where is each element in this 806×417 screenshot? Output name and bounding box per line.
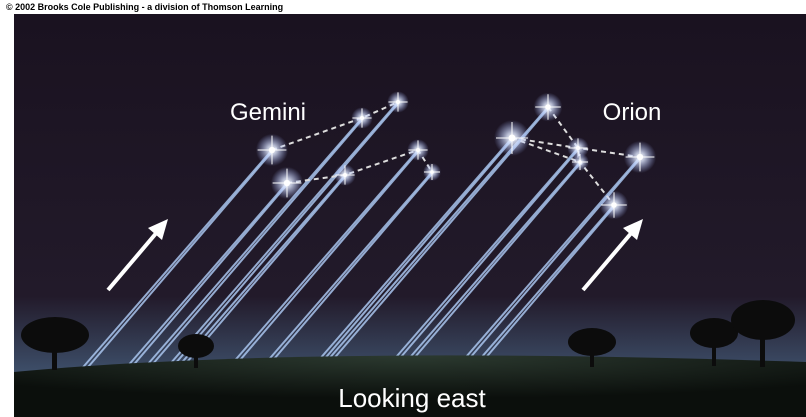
trail xyxy=(140,117,363,373)
trees xyxy=(21,300,795,370)
trail xyxy=(78,149,273,373)
star xyxy=(395,99,401,105)
trail xyxy=(312,137,515,373)
star xyxy=(342,172,348,178)
trail xyxy=(307,137,513,373)
trail xyxy=(382,147,579,373)
star xyxy=(575,145,581,151)
star xyxy=(359,115,365,121)
trail xyxy=(162,101,399,373)
orion-label: Orion xyxy=(603,99,662,126)
trail xyxy=(126,182,290,373)
trail xyxy=(396,161,581,373)
trail xyxy=(387,147,581,373)
star xyxy=(268,146,276,154)
trail xyxy=(229,149,421,373)
star xyxy=(578,160,582,164)
star xyxy=(430,170,434,174)
star xyxy=(283,179,291,187)
trail xyxy=(467,204,615,373)
trail xyxy=(257,171,433,373)
trail xyxy=(401,161,583,373)
credit: © 2002 Brooks Cole Publishing - a divisi… xyxy=(6,2,283,12)
star xyxy=(545,104,551,110)
gemini-label: Gemini xyxy=(230,99,306,126)
trail xyxy=(121,182,288,373)
star-trails xyxy=(78,101,643,373)
trail xyxy=(472,204,617,373)
star xyxy=(611,202,617,208)
trail xyxy=(167,101,401,373)
star xyxy=(508,134,516,142)
caption: Looking east xyxy=(338,383,486,413)
stars xyxy=(255,91,657,220)
motion-arrows xyxy=(106,219,643,292)
trail xyxy=(262,171,435,373)
ground xyxy=(14,355,806,417)
star xyxy=(636,153,644,161)
trail xyxy=(145,117,365,373)
trail xyxy=(224,149,419,373)
trail xyxy=(83,149,275,373)
star xyxy=(415,147,421,153)
